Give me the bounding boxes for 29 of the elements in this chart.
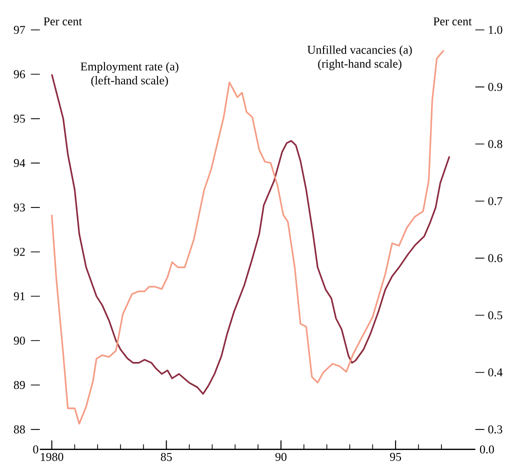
y2-tick-label: 0.4 — [488, 368, 503, 376]
y2-tick-label: 0.7 — [488, 196, 502, 205]
x-tick-label: 85 — [160, 452, 172, 461]
text: Employment rate (a) (left-hand scale) — [80, 62, 178, 87]
y-tick-label: 93 — [14, 203, 25, 212]
y-axis-title: Per cent — [44, 17, 82, 26]
y-tick-label: 94 — [14, 158, 26, 167]
y2-axis-title: Per cent — [433, 17, 472, 26]
y-tick-label: 88 — [14, 425, 25, 434]
line-series — [50, 73, 450, 395]
y-tick-label: 97 — [14, 26, 26, 34]
y-tick-label: 95 — [14, 114, 25, 122]
y-tick-label: 96 — [14, 70, 26, 78]
x-tick-label: 1980 — [40, 452, 64, 461]
y2-tick-label: 0.8 — [488, 140, 502, 148]
y-tick-label: 92 — [14, 248, 25, 256]
y-tick-label: 90 — [14, 336, 25, 344]
y2-tick-label: 0.9 — [488, 82, 502, 91]
x-tick-label: 95 — [390, 452, 402, 461]
text: 0 — [33, 445, 38, 454]
series-label: Unfilled vacancies (a) (right-hand scale) — [307, 45, 412, 70]
x-tick-label: 90 — [275, 452, 286, 461]
y2-tick-label: 0.5 — [488, 311, 502, 320]
text: 0.0 — [480, 445, 494, 454]
y-tick-label: 91 — [14, 292, 25, 300]
y-tick-label: 89 — [14, 380, 25, 389]
y2-tick-label: 0.3 — [488, 425, 502, 434]
y2-tick-label: 1.0 — [488, 26, 502, 34]
y2-tick-label: 0.6 — [488, 254, 502, 262]
